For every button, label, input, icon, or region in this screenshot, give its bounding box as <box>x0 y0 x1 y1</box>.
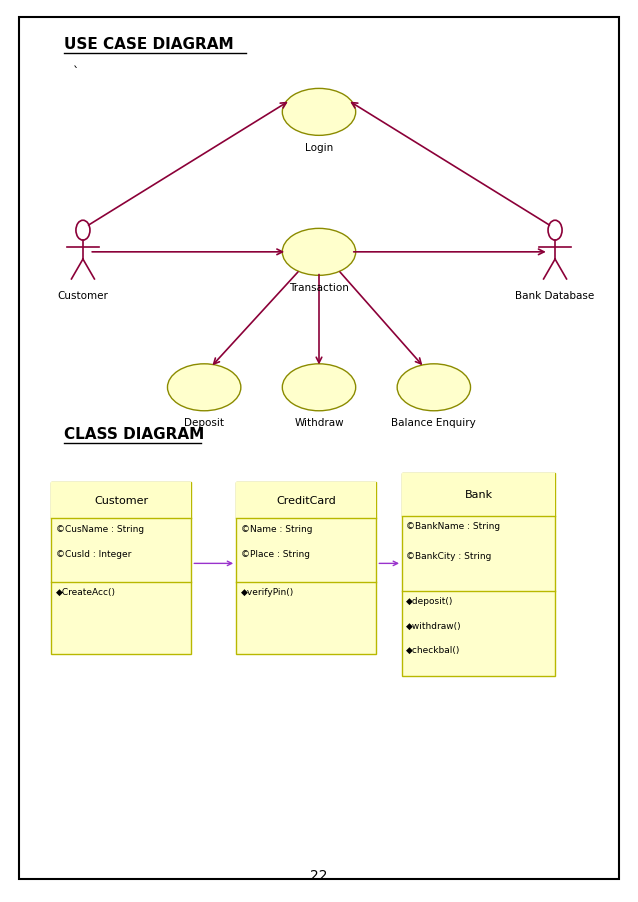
Text: Bank Database: Bank Database <box>516 290 595 300</box>
Ellipse shape <box>282 89 356 136</box>
Text: Bank: Bank <box>464 490 493 500</box>
Text: Customer: Customer <box>57 290 108 300</box>
Text: ©Place : String: ©Place : String <box>241 549 309 558</box>
FancyBboxPatch shape <box>51 483 191 654</box>
Text: Deposit: Deposit <box>184 418 224 428</box>
FancyBboxPatch shape <box>51 483 191 519</box>
Text: ◆checkbal(): ◆checkbal() <box>406 646 461 654</box>
Text: 22: 22 <box>310 868 328 882</box>
Text: Withdraw: Withdraw <box>294 418 344 428</box>
Text: CreditCard: CreditCard <box>276 495 336 505</box>
Text: ◆CreateAcc(): ◆CreateAcc() <box>56 587 115 596</box>
Text: Balance Enquiry: Balance Enquiry <box>392 418 476 428</box>
Ellipse shape <box>282 229 356 276</box>
Text: ©Name : String: ©Name : String <box>241 524 312 533</box>
Text: CLASS DIAGRAM: CLASS DIAGRAM <box>64 427 204 442</box>
Ellipse shape <box>397 364 471 411</box>
FancyBboxPatch shape <box>236 483 376 519</box>
Text: USE CASE DIAGRAM: USE CASE DIAGRAM <box>64 37 234 52</box>
Text: ◆withdraw(): ◆withdraw() <box>406 621 462 630</box>
FancyBboxPatch shape <box>402 474 555 516</box>
Text: ©BankCity : String: ©BankCity : String <box>406 552 492 561</box>
Text: ©BankName : String: ©BankName : String <box>406 521 501 530</box>
FancyBboxPatch shape <box>236 483 376 654</box>
Text: Transaction: Transaction <box>289 282 349 292</box>
Text: Login: Login <box>305 143 333 152</box>
Text: `: ` <box>73 66 80 78</box>
Text: ©CusId : Integer: ©CusId : Integer <box>56 549 131 558</box>
FancyBboxPatch shape <box>19 18 619 879</box>
Ellipse shape <box>167 364 241 411</box>
Text: ◆verifyPin(): ◆verifyPin() <box>241 587 293 596</box>
FancyBboxPatch shape <box>402 474 555 676</box>
Text: ◆deposit(): ◆deposit() <box>406 597 454 605</box>
Ellipse shape <box>282 364 356 411</box>
Text: ©CusName : String: ©CusName : String <box>56 524 144 533</box>
Text: Customer: Customer <box>94 495 148 505</box>
